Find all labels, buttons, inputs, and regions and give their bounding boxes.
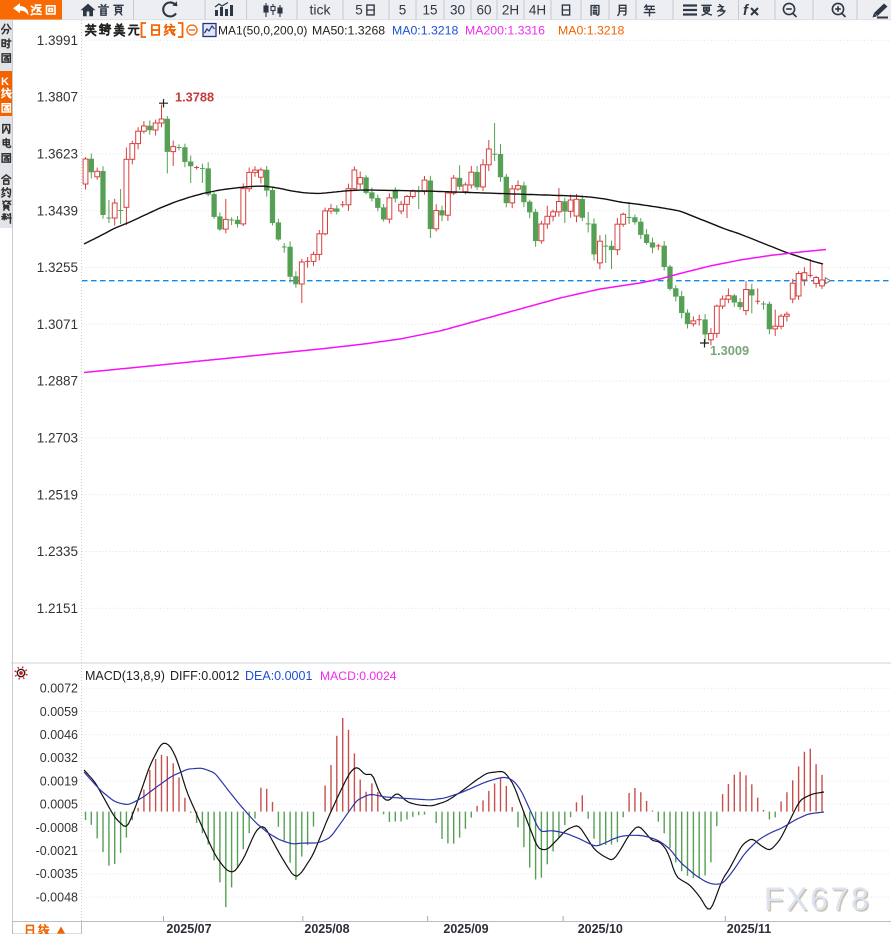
svg-text:2H: 2H	[502, 3, 519, 18]
svg-text:2025/08: 2025/08	[304, 922, 349, 934]
svg-text:f: f	[743, 3, 750, 19]
svg-text:1.3807: 1.3807	[37, 90, 78, 105]
svg-text:-0.0035: -0.0035	[36, 867, 78, 881]
svg-text:1.3991: 1.3991	[37, 33, 78, 48]
svg-text:1.2703: 1.2703	[37, 431, 78, 446]
svg-text:FX678: FX678	[766, 883, 873, 919]
svg-text:1.3255: 1.3255	[37, 260, 78, 275]
svg-text:MA0:1.3218: MA0:1.3218	[558, 24, 624, 38]
svg-text:-0.0008: -0.0008	[36, 821, 78, 835]
svg-text:1.2519: 1.2519	[37, 487, 78, 502]
svg-text:60: 60	[476, 3, 491, 18]
svg-text:-0.0048: -0.0048	[36, 890, 78, 904]
svg-text:0.0032: 0.0032	[40, 751, 78, 765]
svg-text:1.2887: 1.2887	[37, 374, 78, 389]
svg-text:1.3071: 1.3071	[37, 317, 78, 332]
svg-text:tick: tick	[310, 2, 332, 18]
svg-text:5: 5	[355, 3, 363, 18]
svg-text:0.0072: 0.0072	[40, 682, 78, 696]
svg-text:MA0:1.3218: MA0:1.3218	[392, 24, 458, 38]
svg-text:0.0046: 0.0046	[40, 728, 78, 742]
svg-text:1.3623: 1.3623	[37, 147, 78, 162]
svg-text:DEA:0.0001: DEA:0.0001	[245, 669, 312, 683]
svg-text:MACD(13,8,9): MACD(13,8,9)	[85, 669, 165, 683]
svg-text:MA50:1.3268: MA50:1.3268	[312, 24, 385, 38]
svg-text:2025/10: 2025/10	[578, 922, 623, 934]
svg-text:0.0005: 0.0005	[40, 798, 78, 812]
svg-text:0.0059: 0.0059	[40, 705, 78, 719]
svg-text:K: K	[1, 76, 9, 88]
svg-text:1.3788: 1.3788	[175, 90, 214, 105]
svg-text:1.2335: 1.2335	[37, 544, 78, 559]
svg-text:4H: 4H	[529, 3, 546, 18]
svg-text:1.2151: 1.2151	[37, 601, 78, 616]
svg-text:2025/07: 2025/07	[166, 922, 211, 934]
svg-text:MA1(50,0,200,0): MA1(50,0,200,0)	[218, 24, 307, 38]
svg-text:DIFF:0.0012: DIFF:0.0012	[170, 669, 240, 683]
svg-text:2025/09: 2025/09	[443, 922, 488, 934]
svg-text:MACD:0.0024: MACD:0.0024	[320, 669, 397, 683]
svg-text:2025/11: 2025/11	[727, 922, 772, 934]
svg-text:MA200:1.3316: MA200:1.3316	[465, 24, 545, 38]
svg-text:FX678: FX678	[764, 881, 871, 917]
svg-text:30: 30	[450, 3, 465, 18]
svg-text:5: 5	[399, 3, 407, 18]
svg-text:-0.0021: -0.0021	[36, 844, 78, 858]
svg-text:15: 15	[422, 3, 437, 18]
svg-text:0.0019: 0.0019	[40, 774, 78, 788]
svg-text:1.3439: 1.3439	[37, 203, 78, 218]
svg-text:1.3009: 1.3009	[710, 343, 749, 358]
